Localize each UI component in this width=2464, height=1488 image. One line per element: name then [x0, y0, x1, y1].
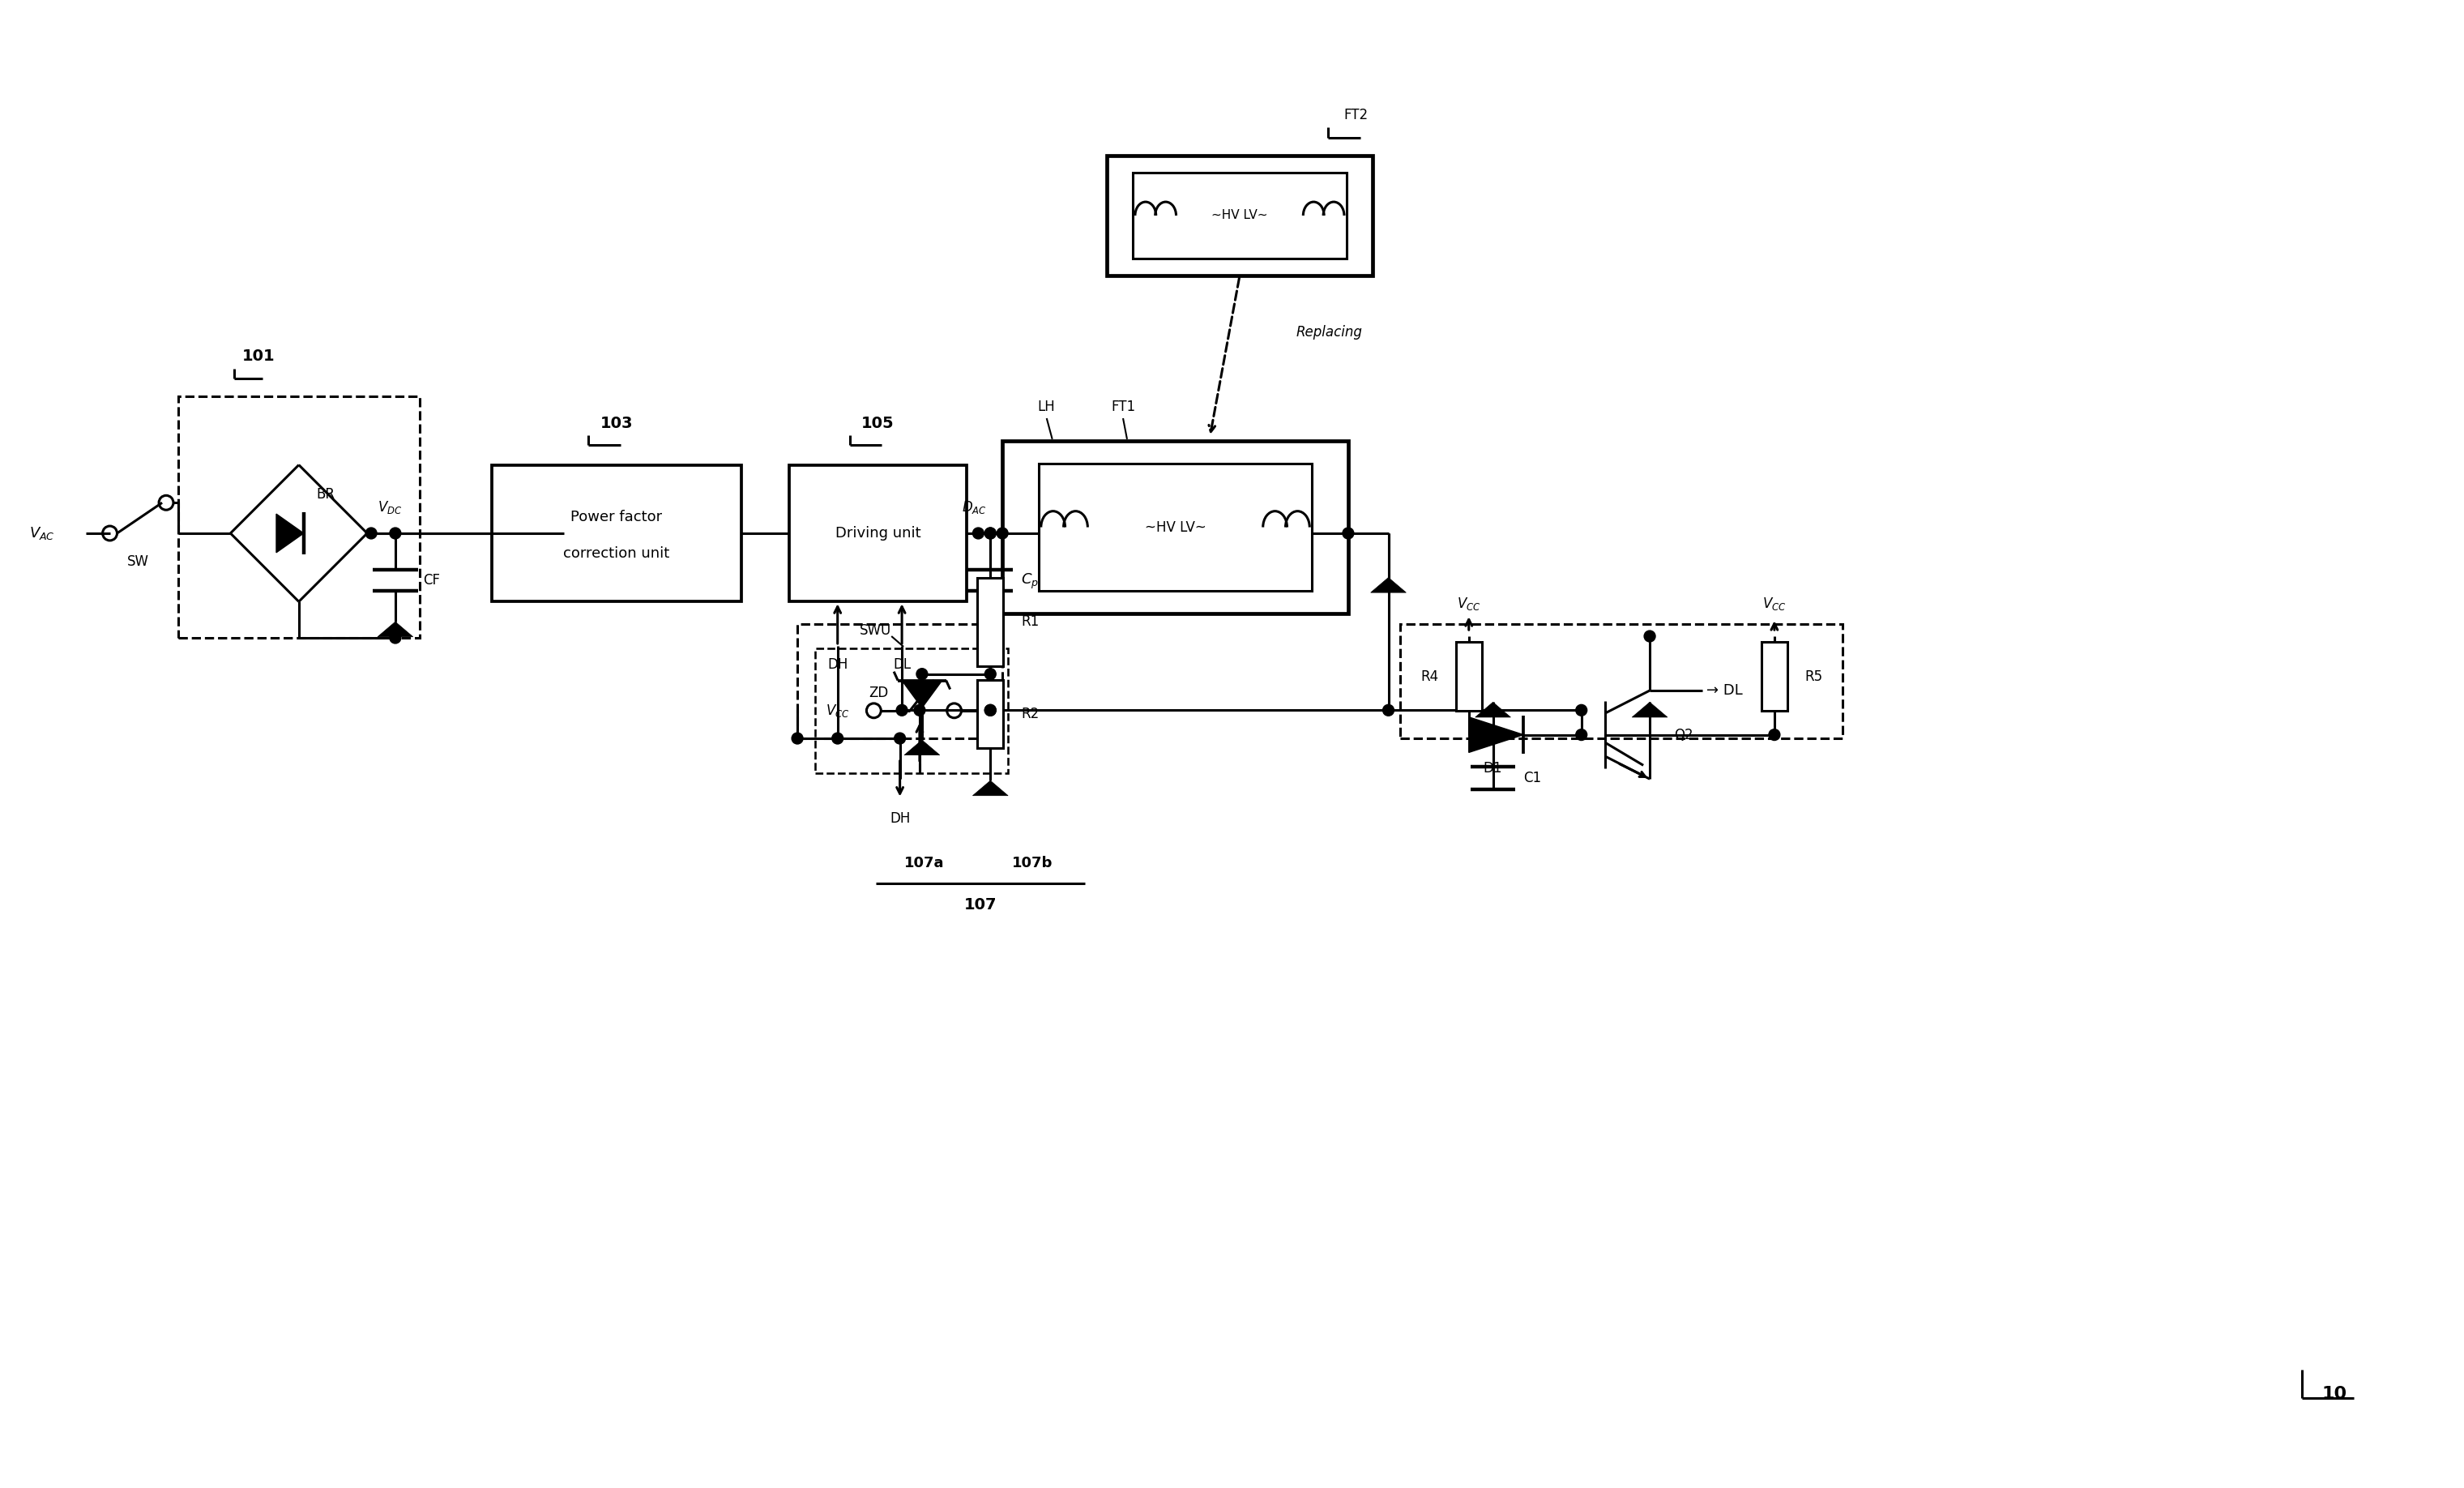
- Text: DH: DH: [828, 658, 848, 671]
- Text: $V_{AC}$: $V_{AC}$: [30, 525, 54, 542]
- Text: $V_{DC}$: $V_{DC}$: [377, 500, 402, 516]
- Circle shape: [894, 732, 907, 744]
- FancyBboxPatch shape: [1456, 643, 1481, 711]
- Circle shape: [986, 528, 995, 539]
- Text: Power factor: Power factor: [572, 510, 663, 524]
- Polygon shape: [902, 680, 941, 708]
- Circle shape: [365, 528, 377, 539]
- Circle shape: [1488, 729, 1498, 741]
- Text: R4: R4: [1419, 670, 1439, 683]
- Text: 107a: 107a: [904, 856, 944, 870]
- Text: C1: C1: [1523, 771, 1542, 786]
- Polygon shape: [377, 622, 414, 637]
- Text: ~HV LV~: ~HV LV~: [1146, 519, 1205, 534]
- Text: R5: R5: [1806, 670, 1823, 683]
- Text: 101: 101: [241, 348, 276, 365]
- Text: 10: 10: [2321, 1385, 2346, 1402]
- Text: $D_{AC}$: $D_{AC}$: [961, 500, 986, 516]
- Text: 107b: 107b: [1013, 856, 1052, 870]
- FancyBboxPatch shape: [978, 680, 1003, 748]
- Polygon shape: [1370, 577, 1407, 592]
- Text: D1: D1: [1483, 762, 1503, 775]
- Polygon shape: [904, 740, 939, 754]
- Circle shape: [917, 668, 926, 680]
- Text: correction unit: correction unit: [564, 546, 670, 561]
- Circle shape: [897, 705, 907, 716]
- Circle shape: [914, 705, 924, 716]
- Text: $V_{CC}$: $V_{CC}$: [1762, 595, 1786, 612]
- Circle shape: [1577, 729, 1587, 741]
- Polygon shape: [973, 781, 1008, 796]
- Circle shape: [973, 528, 983, 539]
- Text: Driving unit: Driving unit: [835, 525, 922, 540]
- Text: Q2: Q2: [1673, 728, 1693, 743]
- Circle shape: [1577, 705, 1587, 716]
- Circle shape: [389, 632, 402, 643]
- Text: $V_{CC}$: $V_{CC}$: [1456, 595, 1481, 612]
- Text: LH: LH: [1037, 400, 1055, 414]
- Text: ~HV LV~: ~HV LV~: [1212, 210, 1269, 222]
- Circle shape: [791, 732, 803, 744]
- Text: CF: CF: [424, 573, 441, 588]
- Circle shape: [1343, 528, 1353, 539]
- Circle shape: [833, 732, 843, 744]
- Text: FT1: FT1: [1111, 400, 1136, 414]
- Polygon shape: [1631, 702, 1668, 717]
- Text: $V_{CC}$: $V_{CC}$: [825, 702, 850, 719]
- Circle shape: [1382, 705, 1395, 716]
- Text: R1: R1: [1020, 615, 1040, 629]
- Polygon shape: [276, 513, 303, 552]
- Text: 107: 107: [963, 897, 998, 912]
- Circle shape: [1769, 729, 1779, 741]
- Text: → DL: → DL: [1705, 683, 1742, 698]
- Text: SWU: SWU: [860, 623, 892, 638]
- Circle shape: [986, 705, 995, 716]
- Text: DH: DH: [890, 811, 909, 826]
- Text: ZD: ZD: [870, 686, 887, 701]
- Text: 105: 105: [862, 415, 894, 430]
- FancyBboxPatch shape: [1762, 643, 1786, 711]
- Circle shape: [986, 668, 995, 680]
- Circle shape: [986, 705, 995, 716]
- Polygon shape: [1476, 702, 1510, 717]
- Text: Replacing: Replacing: [1296, 324, 1363, 339]
- Polygon shape: [1469, 717, 1523, 753]
- Text: $C_p$: $C_p$: [1020, 571, 1040, 591]
- FancyBboxPatch shape: [978, 577, 1003, 667]
- Circle shape: [389, 528, 402, 539]
- Polygon shape: [1607, 743, 1643, 765]
- Circle shape: [998, 528, 1008, 539]
- Circle shape: [986, 528, 995, 539]
- Text: DL: DL: [892, 658, 912, 671]
- Text: 103: 103: [601, 415, 633, 430]
- Text: SW: SW: [128, 554, 148, 568]
- Circle shape: [1643, 631, 1656, 641]
- Text: BR: BR: [315, 488, 335, 501]
- Text: R2: R2: [1020, 707, 1040, 722]
- Text: FT2: FT2: [1343, 107, 1368, 122]
